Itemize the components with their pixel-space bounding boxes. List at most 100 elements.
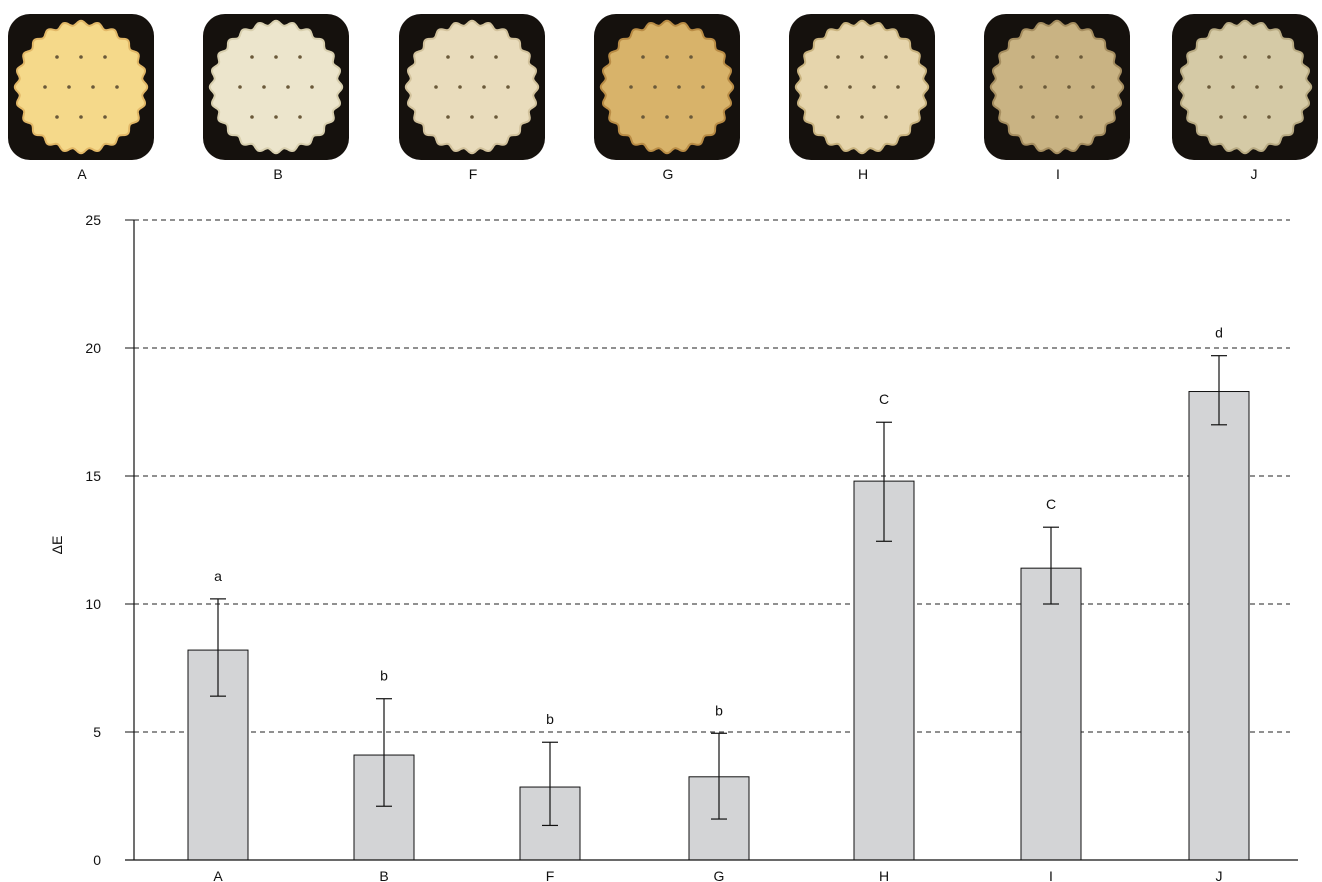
- y-tick-label-0: 0: [93, 852, 101, 868]
- docking-hole: [494, 55, 498, 59]
- docking-hole: [79, 115, 83, 119]
- docking-hole: [1091, 85, 1095, 89]
- y-axis-label: ΔE: [49, 536, 65, 555]
- docking-hole: [103, 115, 107, 119]
- docking-hole: [1243, 115, 1247, 119]
- cracker-shape: [794, 19, 930, 155]
- docking-hole: [262, 85, 266, 89]
- photo-label-g: G: [662, 166, 674, 182]
- significance-label-j: d: [1215, 325, 1223, 341]
- docking-hole: [434, 85, 438, 89]
- cracker-photo-j: [1172, 14, 1318, 160]
- docking-hole: [310, 85, 314, 89]
- docking-hole: [67, 85, 71, 89]
- docking-hole: [848, 85, 852, 89]
- y-tick-label-5: 5: [93, 724, 101, 740]
- docking-hole: [55, 55, 59, 59]
- x-tick-label-j: J: [1216, 868, 1223, 882]
- docking-hole: [629, 85, 633, 89]
- significance-label-f: b: [546, 711, 554, 727]
- cracker-photo-b: [203, 14, 349, 160]
- x-tick-label-f: F: [546, 868, 555, 882]
- photo-label-a: A: [77, 166, 87, 182]
- cracker-photo-f: [399, 14, 545, 160]
- docking-hole: [482, 85, 486, 89]
- docking-hole: [238, 85, 242, 89]
- gridlines: [134, 219, 1290, 733]
- x-tick-label-a: A: [213, 868, 223, 882]
- docking-hole: [103, 55, 107, 59]
- docking-hole: [689, 55, 693, 59]
- docking-hole: [1019, 85, 1023, 89]
- docking-hole: [884, 115, 888, 119]
- docking-hole: [250, 55, 254, 59]
- docking-hole: [665, 55, 669, 59]
- docking-hole: [1067, 85, 1071, 89]
- y-tick-label-20: 20: [85, 340, 101, 356]
- docking-hole: [274, 115, 278, 119]
- axes: 0 5 10 15 20 25 A B F G H I J: [85, 212, 1298, 882]
- cracker-shape: [13, 19, 149, 155]
- cracker-photo-h: [789, 14, 935, 160]
- x-tick-label-b: B: [379, 868, 388, 882]
- docking-hole: [506, 85, 510, 89]
- docking-hole: [1031, 55, 1035, 59]
- docking-hole: [1219, 55, 1223, 59]
- docking-hole: [286, 85, 290, 89]
- docking-hole: [689, 115, 693, 119]
- docking-hole: [43, 85, 47, 89]
- docking-hole: [458, 85, 462, 89]
- docking-hole: [1079, 115, 1083, 119]
- docking-hole: [824, 85, 828, 89]
- docking-hole: [494, 115, 498, 119]
- photo-label-i: I: [1056, 166, 1060, 182]
- docking-hole: [836, 115, 840, 119]
- photo-label-j: J: [1250, 166, 1258, 182]
- bars: a b b b C Cd: [187, 325, 1250, 861]
- docking-hole: [1219, 115, 1223, 119]
- cracker-photo-i: [984, 14, 1130, 160]
- docking-hole: [665, 115, 669, 119]
- docking-hole: [1255, 85, 1259, 89]
- y-tick-label-25: 25: [85, 212, 101, 228]
- docking-hole: [1207, 85, 1211, 89]
- docking-hole: [641, 55, 645, 59]
- bar-j: [1188, 391, 1250, 861]
- docking-hole: [1267, 55, 1271, 59]
- docking-hole: [1079, 55, 1083, 59]
- docking-hole: [115, 85, 119, 89]
- docking-hole: [884, 55, 888, 59]
- bar-h: [853, 480, 915, 861]
- docking-hole: [298, 55, 302, 59]
- y-tick-label-10: 10: [85, 596, 101, 612]
- docking-hole: [446, 55, 450, 59]
- significance-label-h: C: [879, 391, 889, 407]
- docking-hole: [55, 115, 59, 119]
- docking-hole: [1043, 85, 1047, 89]
- docking-hole: [274, 55, 278, 59]
- significance-label-i: C: [1046, 496, 1056, 512]
- cracker-shape: [1177, 19, 1313, 155]
- x-tick-label-h: H: [879, 868, 889, 882]
- docking-hole: [1243, 55, 1247, 59]
- docking-hole: [1231, 85, 1235, 89]
- significance-label-b: b: [380, 668, 388, 684]
- docking-hole: [1031, 115, 1035, 119]
- cracker-shape: [989, 19, 1125, 155]
- docking-hole: [701, 85, 705, 89]
- y-tick-label-15: 15: [85, 468, 101, 484]
- significance-label-g: b: [715, 702, 723, 718]
- photo-label-b: B: [273, 166, 283, 182]
- docking-hole: [446, 115, 450, 119]
- docking-hole: [872, 85, 876, 89]
- cracker-photo-g: [594, 14, 740, 160]
- docking-hole: [641, 115, 645, 119]
- cracker-shape: [208, 19, 344, 155]
- cracker-shape: [599, 19, 735, 155]
- docking-hole: [1279, 85, 1283, 89]
- x-tick-label-i: I: [1049, 868, 1053, 882]
- docking-hole: [298, 115, 302, 119]
- photo-label-h: H: [857, 166, 869, 182]
